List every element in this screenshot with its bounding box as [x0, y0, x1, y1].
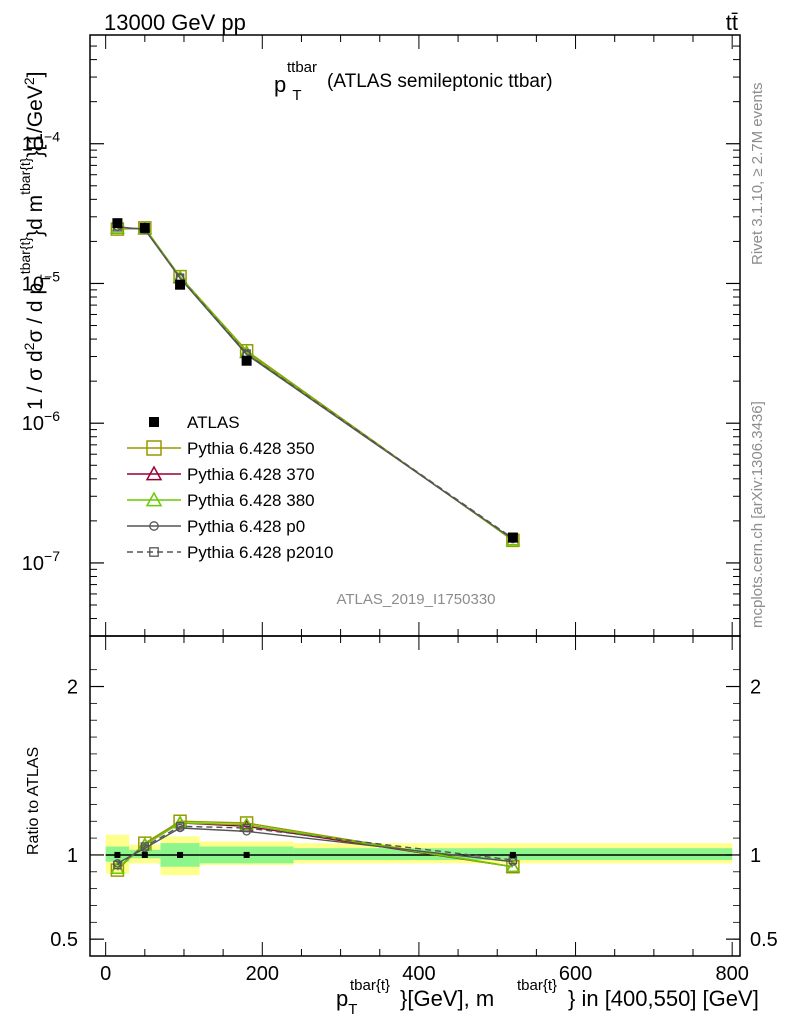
- xlabel-mid: }[GeV], m: [400, 986, 494, 1011]
- x-axis-label: pT tbar{t} }[GeV], m tbar{t} } in [400,5…: [336, 977, 759, 1018]
- x-tick-label: 0: [100, 963, 111, 985]
- svg-text:p T: p T: [274, 72, 302, 104]
- ratio-y-tick-label: 1: [67, 845, 78, 867]
- legend-marker: [149, 417, 159, 427]
- ylabel-sup-tbar2: tbar{t}: [17, 157, 33, 195]
- legend: ATLAS Pythia 6.428 350 Pythia 6.428 370 Pyt…: [127, 413, 334, 562]
- data-point: [139, 222, 150, 233]
- analysis-id: ATLAS_2019_I1750330: [336, 591, 495, 608]
- ylabel-part4: }[1/GeV: [24, 85, 47, 157]
- ylabel-part1: 1 / σ d: [24, 350, 47, 410]
- legend-marker: [149, 547, 159, 557]
- y-tick-label: 10−5: [22, 268, 60, 295]
- title-p: p: [274, 72, 286, 97]
- rivet-label: Rivet 3.1.10, ≥ 2.7M events: [749, 83, 766, 266]
- ratio-y-axis-label: Ratio to ATLAS: [25, 747, 42, 855]
- legend-label: Pythia 6.428 370: [187, 465, 315, 484]
- ylabel-part2: σ / d p: [24, 283, 47, 343]
- xlabel-sup2: tbar{t}: [517, 977, 557, 994]
- ratio-y-tick-label: 2: [67, 677, 78, 699]
- svg-text:}[GeV], m: }[GeV], m: [400, 986, 494, 1011]
- y-tick-label: 10−4: [22, 129, 60, 156]
- x-tick-label: 400: [402, 963, 435, 985]
- ratio-series-marker: [140, 842, 150, 851]
- ratio-y-tick-label-right: 1: [750, 845, 761, 867]
- data-point: [175, 279, 186, 290]
- xlabel-end: } in [400,550] [GeV]: [568, 986, 759, 1011]
- ratio-data-point: [177, 851, 184, 858]
- xlabel-p: p: [336, 986, 348, 1011]
- x-tick-label: 800: [715, 963, 748, 985]
- ratio-series: [110, 814, 521, 877]
- ylabel-sup-gev2: 2: [21, 77, 37, 85]
- xlabel-sub-t: T: [348, 1001, 357, 1018]
- ratio-series-marker: [175, 822, 185, 831]
- energy-label: 13000 GeV pp: [104, 10, 246, 35]
- x-tick-label: 600: [559, 963, 592, 985]
- ratio-series-marker: [110, 863, 125, 877]
- title-rest: (ATLAS semileptonic ttbar): [327, 71, 553, 92]
- ratio-series-marker: [505, 859, 521, 873]
- main-series: [110, 220, 521, 548]
- svg-text:pT: pT: [336, 986, 357, 1018]
- ratio-frame: [89, 635, 741, 957]
- title-sup: ttbar: [287, 59, 317, 76]
- ratio-y-tick-label-right: 2: [750, 677, 761, 699]
- svg-text:1 / σ d2σ / d pTtbar{t}}d mtba: 1 / σ d2σ / d pTtbar{t}}d mtbar{t}}[1/Ge…: [17, 71, 53, 410]
- series-line: [117, 225, 514, 540]
- ylabel-sup2: 2: [21, 342, 37, 350]
- ratio-y-tick-label-right: 0.5: [750, 929, 778, 951]
- legend-marker: [149, 521, 159, 531]
- atlas-data-points: [112, 218, 518, 543]
- ratio-series-marker: [242, 823, 251, 833]
- xlabel-sup1: tbar{t}: [350, 977, 390, 994]
- legend-label: Pythia 6.428 p2010: [187, 543, 334, 562]
- svg-text:} in [400,550] [GeV]: } in [400,550] [GeV]: [568, 986, 759, 1011]
- y-tick-label: 10−7: [22, 548, 60, 575]
- main-panel: 10−7 10−6 10−5 10−4: [22, 34, 741, 637]
- ratio-data-point: [243, 851, 250, 858]
- legend-marker: [145, 491, 163, 507]
- plot-title: p T ttbar (ATLAS semileptonic ttbar): [274, 59, 553, 104]
- legend-label: ATLAS: [187, 413, 240, 432]
- ratio-y-tick-label: 0.5: [50, 929, 78, 951]
- ylabel-part5: ]: [24, 71, 47, 77]
- ylabel-part3: }d m: [24, 195, 47, 237]
- y-tick-label: 10−6: [22, 408, 60, 435]
- ratio-data-point: [141, 851, 148, 858]
- legend-label: Pythia 6.428 380: [187, 491, 315, 510]
- data-point: [241, 355, 252, 366]
- ylabel-sup-tbar: tbar{t}: [17, 237, 33, 275]
- main-axis-ticks: 10−7 10−6 10−5 10−4: [22, 35, 740, 637]
- y-axis-label: 1 / σ d2σ / d pTtbar{t}}d mtbar{t}}[1/Ge…: [17, 71, 53, 410]
- title-sub: T: [292, 87, 301, 104]
- mcplots-label: mcplots.cern.ch [arXiv:1306.3436]: [749, 401, 766, 628]
- ratio-data-point: [114, 851, 121, 858]
- ratio-series-line: [117, 825, 513, 866]
- data-point: [112, 218, 123, 229]
- legend-marker: [145, 465, 163, 481]
- ylabel-sub-t: T: [37, 274, 53, 283]
- x-tick-label: 200: [246, 963, 279, 985]
- ratio-data-point: [509, 851, 516, 858]
- ratio-series-marker: [113, 860, 122, 870]
- data-point: [507, 532, 518, 543]
- process-label: tt̄: [726, 10, 738, 35]
- legend-marker: [146, 440, 162, 456]
- legend-label: Pythia 6.428 p0: [187, 517, 305, 536]
- legend-label: Pythia 6.428 350: [187, 439, 315, 458]
